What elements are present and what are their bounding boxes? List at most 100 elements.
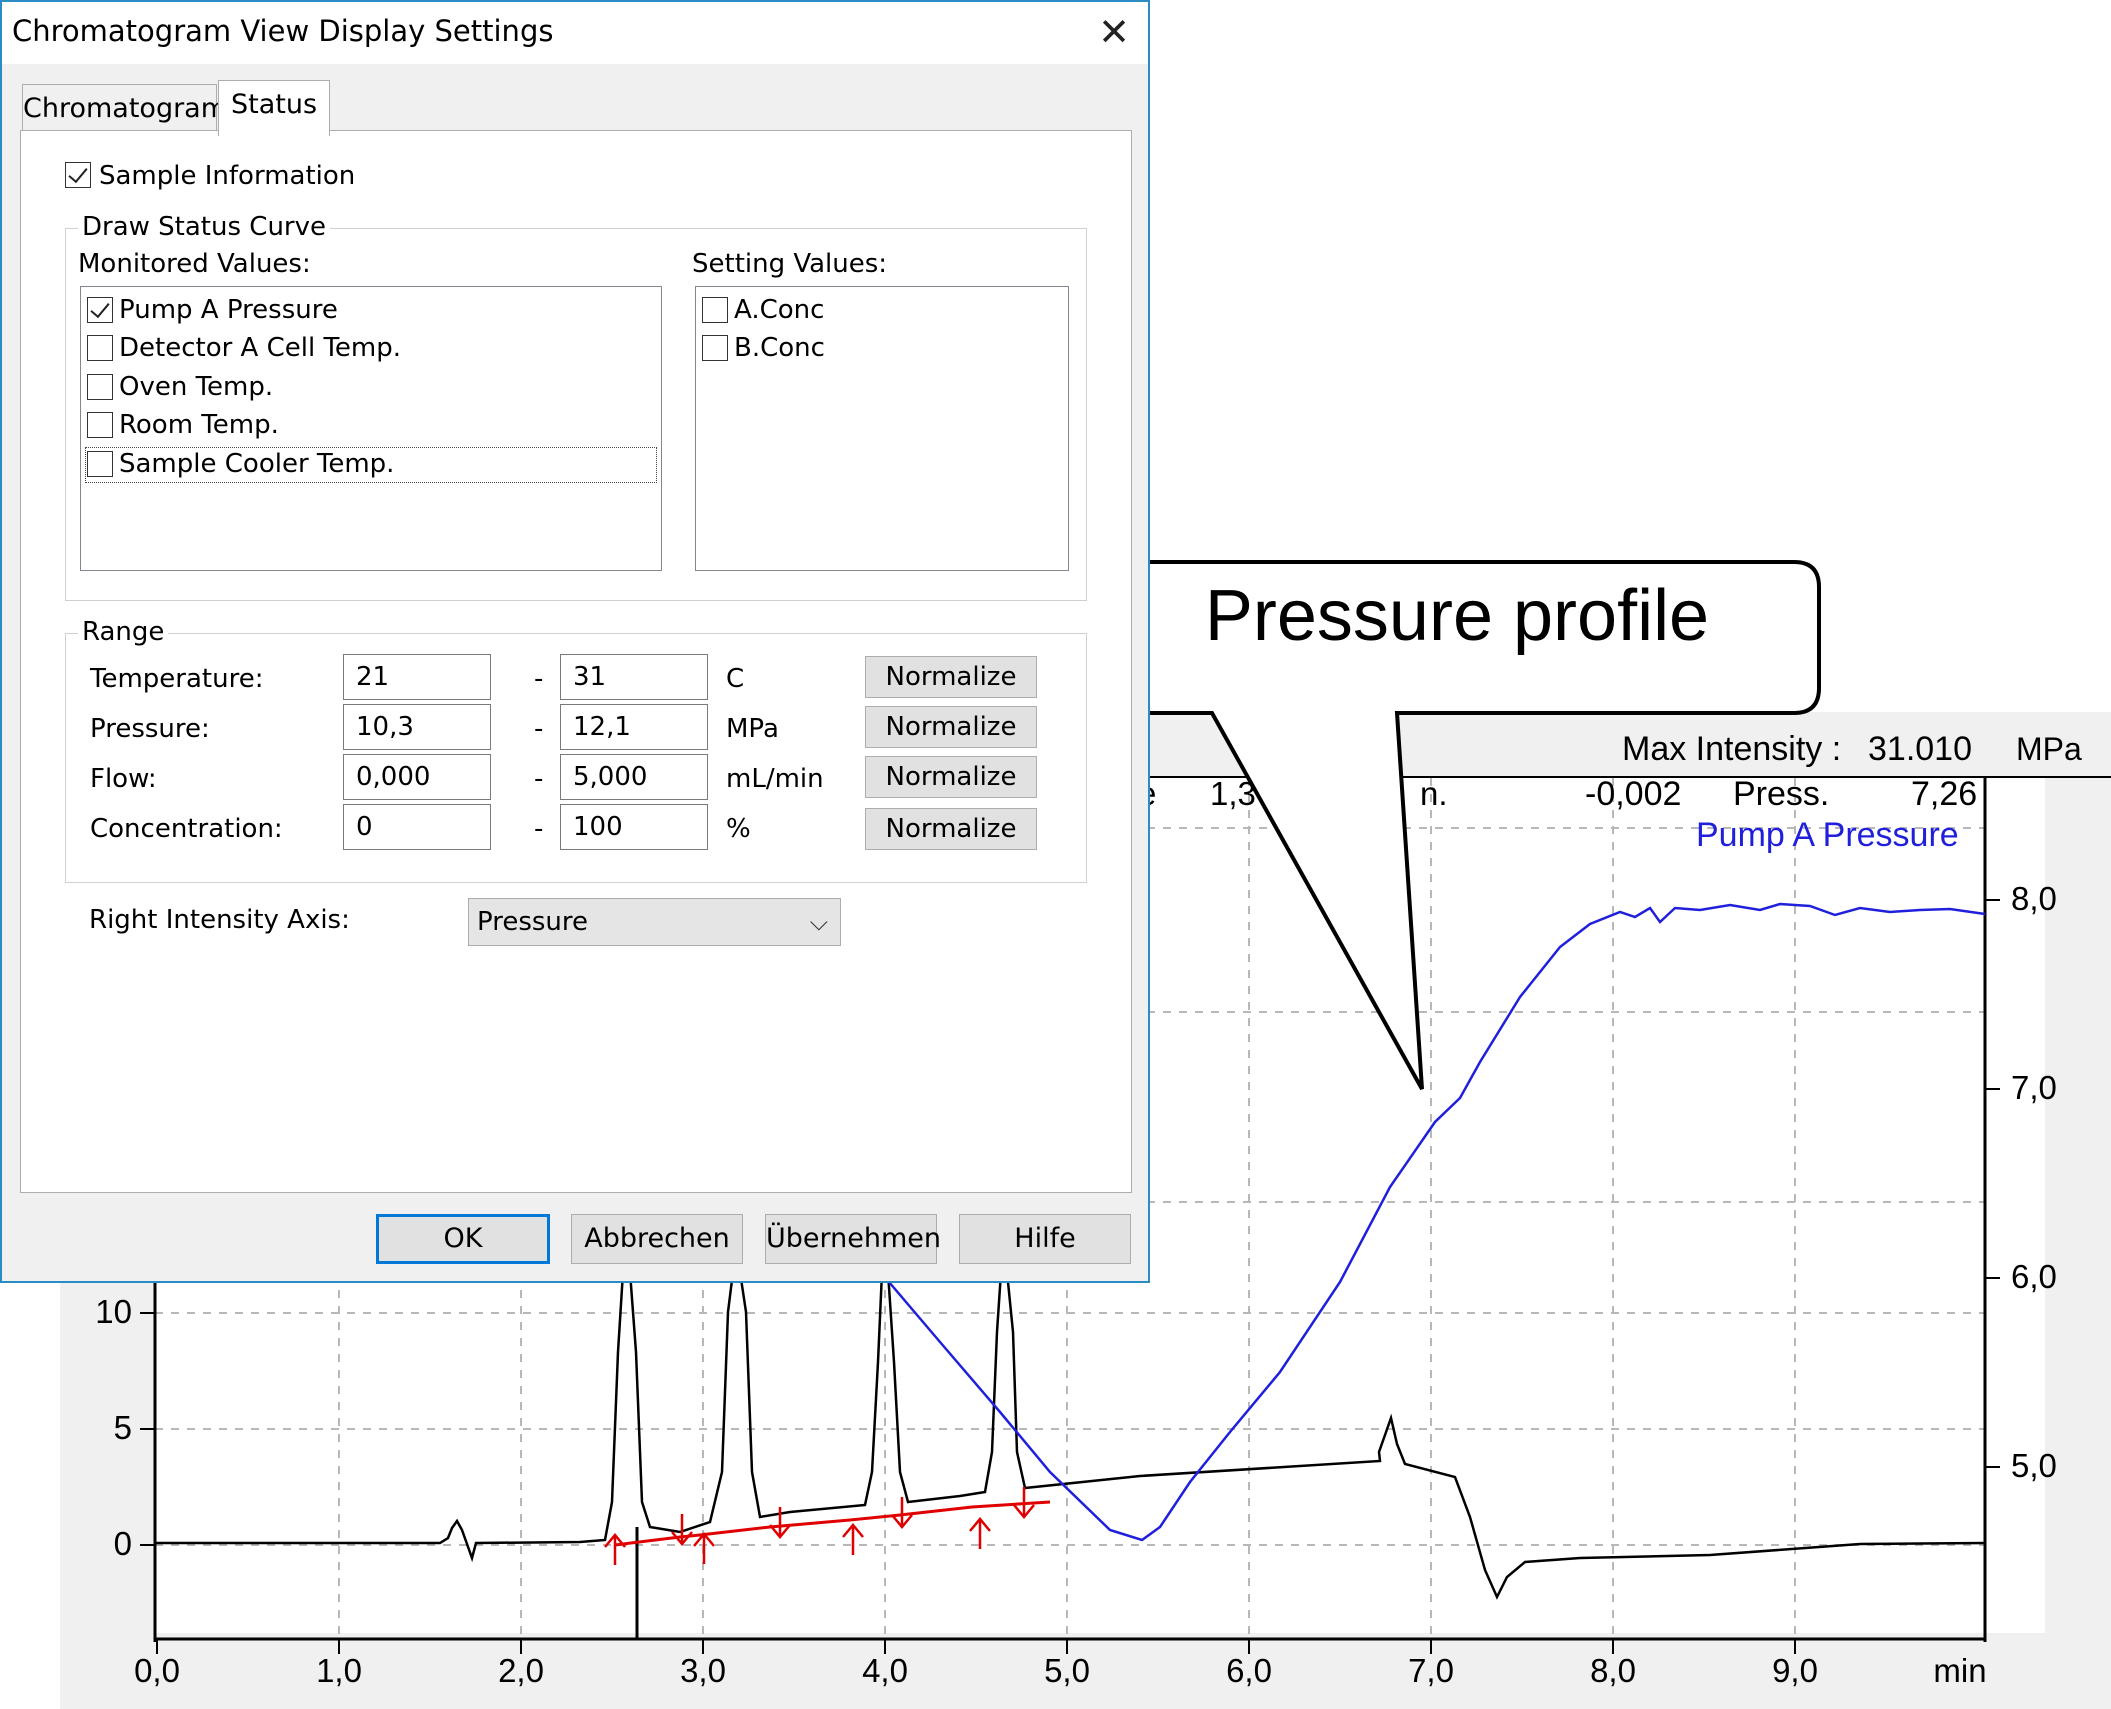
flow-from-field[interactable]: 0,000 bbox=[343, 754, 491, 800]
monitored-checkbox-pump-a-pressure[interactable] bbox=[87, 297, 113, 323]
left-tick-label: 0 bbox=[114, 1525, 132, 1562]
chevron-down-icon: ⌵ bbox=[809, 908, 828, 936]
monitored-checkbox-detector-a-cell-temp[interactable] bbox=[87, 335, 113, 361]
help-button[interactable]: Hilfe bbox=[959, 1214, 1131, 1264]
peak-end-marker bbox=[671, 1514, 693, 1546]
normalize-temperature-button[interactable]: Normalize bbox=[865, 656, 1037, 698]
range-separator: - bbox=[534, 714, 544, 744]
peak-start-marker bbox=[604, 1533, 626, 1565]
header-value-3: -0,002 bbox=[1585, 775, 1681, 813]
cancel-button[interactable]: Abbrechen bbox=[571, 1214, 743, 1264]
peak-start-marker bbox=[969, 1517, 991, 1549]
apply-button[interactable]: Übernehmen bbox=[765, 1214, 941, 1264]
integration-markers bbox=[604, 1487, 1035, 1565]
baseline-segment bbox=[614, 1500, 1051, 1547]
ok-button[interactable]: OK bbox=[376, 1214, 550, 1264]
list-item[interactable]: Sample Cooler Temp. bbox=[119, 449, 395, 479]
range-separator: - bbox=[534, 764, 544, 794]
concentration-from-field[interactable]: 0 bbox=[343, 804, 491, 850]
series-legend-pump-a-pressure: Pump A Pressure bbox=[1696, 816, 1959, 854]
list-item[interactable]: B.Conc bbox=[734, 333, 825, 363]
draw-status-curve-title: Draw Status Curve bbox=[78, 212, 330, 242]
right-tick-label: 8,0 bbox=[2011, 880, 2057, 917]
peak-end-marker bbox=[769, 1507, 791, 1539]
setting-values-list[interactable]: A.Conc B.Conc bbox=[695, 286, 1069, 571]
range-label-concentration: Concentration: bbox=[90, 814, 283, 844]
display-settings-dialog: Chromatogram View Display Settings ✕ Chr… bbox=[0, 0, 1150, 1283]
list-item[interactable]: A.Conc bbox=[734, 295, 825, 325]
temperature-from-field[interactable]: 21 bbox=[343, 654, 491, 700]
left-tick-label: 10 bbox=[95, 1293, 132, 1330]
range-title: Range bbox=[78, 617, 169, 647]
sample-information-label: Sample Information bbox=[99, 161, 356, 191]
right-intensity-axis-label: Right Intensity Axis: bbox=[89, 905, 350, 935]
pressure-to-field[interactable]: 12,1 bbox=[560, 704, 708, 750]
range-label-pressure: Pressure: bbox=[90, 714, 210, 744]
peak-start-marker bbox=[842, 1523, 864, 1555]
monitored-values-list[interactable]: Pump A Pressure Detector A Cell Temp. Ov… bbox=[80, 286, 662, 571]
draw-status-curve-group: Draw Status Curve Monitored Values: Sett… bbox=[65, 212, 1087, 601]
press-value: 7,26 bbox=[1911, 775, 1977, 813]
close-icon[interactable]: ✕ bbox=[1098, 10, 1130, 54]
pressure-unit: MPa bbox=[726, 714, 779, 744]
list-item[interactable]: Pump A Pressure bbox=[119, 295, 338, 325]
x-tick-label: 0,0 bbox=[134, 1652, 180, 1689]
x-tick-label: 9,0 bbox=[1772, 1652, 1818, 1689]
peak-start-marker bbox=[693, 1532, 715, 1564]
status-tab-panel: Sample Information Draw Status Curve Mon… bbox=[20, 130, 1132, 1193]
peak-end-marker bbox=[1013, 1487, 1035, 1519]
right-intensity-axis-select[interactable]: Pressure ⌵ bbox=[468, 898, 841, 946]
concentration-unit: % bbox=[726, 814, 751, 844]
range-label-flow: Flow: bbox=[90, 764, 157, 794]
monitored-checkbox-sample-cooler-temp[interactable] bbox=[87, 451, 113, 477]
press-label: Press. bbox=[1733, 775, 1829, 813]
setting-checkbox-a-conc[interactable] bbox=[702, 297, 728, 323]
callout-text: Pressure profile bbox=[1204, 576, 1710, 656]
range-separator: - bbox=[534, 814, 544, 844]
range-group: Range Temperature: 21 - 31 C Normalize P… bbox=[65, 617, 1087, 883]
x-tick-label: 2,0 bbox=[498, 1652, 544, 1689]
peak-end-marker bbox=[891, 1497, 913, 1529]
x-tick-label: 5,0 bbox=[1044, 1652, 1090, 1689]
normalize-flow-button[interactable]: Normalize bbox=[865, 756, 1037, 798]
monitored-checkbox-oven-temp[interactable] bbox=[87, 374, 113, 400]
max-intensity-label: Max Intensity : bbox=[1622, 730, 1841, 768]
normalize-concentration-button[interactable]: Normalize bbox=[865, 808, 1037, 850]
x-tick-label: 4,0 bbox=[862, 1652, 908, 1689]
flow-to-field[interactable]: 5,000 bbox=[560, 754, 708, 800]
right-tick-label: 5,0 bbox=[2011, 1447, 2057, 1484]
list-item[interactable]: Oven Temp. bbox=[119, 372, 274, 402]
focus-rectangle bbox=[85, 447, 657, 483]
setting-checkbox-b-conc[interactable] bbox=[702, 335, 728, 361]
range-label-temperature: Temperature: bbox=[90, 664, 264, 694]
temperature-to-field[interactable]: 31 bbox=[560, 654, 708, 700]
list-item[interactable]: Room Temp. bbox=[119, 410, 279, 440]
normalize-pressure-button[interactable]: Normalize bbox=[865, 706, 1037, 748]
max-intensity-value: 31.010 bbox=[1868, 730, 1972, 768]
tab-status[interactable]: Status bbox=[218, 80, 330, 136]
setting-values-label: Setting Values: bbox=[692, 249, 888, 279]
x-tick-label: 7,0 bbox=[1408, 1652, 1454, 1689]
x-axis-unit: min bbox=[1933, 1652, 1986, 1689]
pump-a-pressure-trace bbox=[888, 902, 1986, 1542]
x-tick-label: 8,0 bbox=[1590, 1652, 1636, 1689]
detector-signal-trace bbox=[155, 1270, 1986, 1600]
concentration-to-field[interactable]: 100 bbox=[560, 804, 708, 850]
dialog-title: Chromatogram View Display Settings bbox=[12, 14, 554, 48]
list-item[interactable]: Detector A Cell Temp. bbox=[119, 333, 402, 363]
right-axis-unit: MPa bbox=[2016, 731, 2082, 767]
x-tick-label: 1,0 bbox=[316, 1652, 362, 1689]
sample-information-checkbox[interactable] bbox=[65, 162, 91, 188]
monitored-checkbox-room-temp[interactable] bbox=[87, 412, 113, 438]
axis-ticks bbox=[140, 899, 2000, 1654]
x-tick-label: 3,0 bbox=[680, 1652, 726, 1689]
tab-chromatogram[interactable]: Chromatogram bbox=[22, 84, 227, 134]
flow-unit: mL/min bbox=[726, 764, 824, 794]
header-partial-label-2: n. bbox=[1420, 775, 1448, 812]
dialog-titlebar[interactable]: Chromatogram View Display Settings ✕ bbox=[2, 2, 1148, 64]
right-intensity-axis-value: Pressure bbox=[477, 907, 589, 937]
range-separator: - bbox=[534, 664, 544, 694]
pressure-from-field[interactable]: 10,3 bbox=[343, 704, 491, 750]
left-tick-label: 5 bbox=[114, 1409, 132, 1446]
monitored-values-label: Monitored Values: bbox=[78, 249, 311, 279]
